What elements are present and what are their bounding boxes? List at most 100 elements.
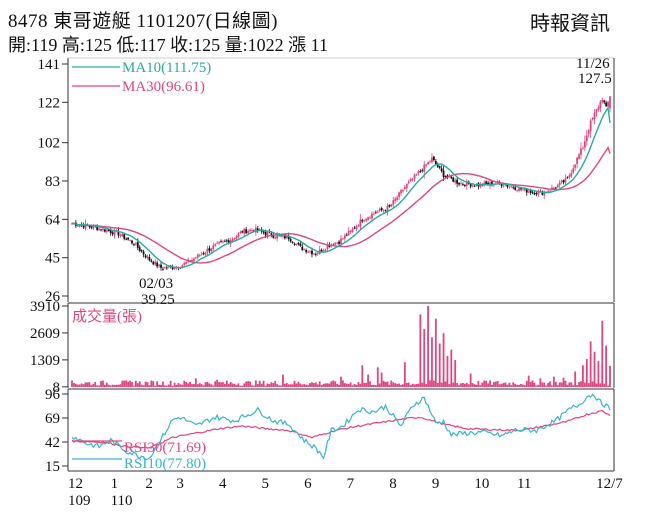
candle-body	[372, 213, 375, 215]
candle-body	[552, 187, 555, 189]
volume-bar	[314, 382, 317, 387]
volume-bar	[311, 382, 313, 387]
volume-bar	[313, 383, 315, 387]
volume-bar	[82, 384, 85, 387]
candle-body	[78, 224, 81, 227]
volume-bar	[384, 381, 387, 387]
volume-bar	[504, 382, 507, 387]
candle-body	[429, 161, 431, 163]
volume-bar	[456, 383, 459, 387]
candle-body	[136, 242, 139, 248]
rsi10-legend: RSI10(77.80)	[124, 456, 206, 472]
volume-bar	[460, 383, 462, 387]
volume-tick-label: 2609	[30, 326, 60, 342]
candle-body	[272, 235, 275, 238]
volume-bar	[440, 382, 443, 387]
volume-bar	[593, 351, 596, 387]
candle-body	[295, 244, 298, 245]
candle-body	[394, 198, 397, 201]
candle-body	[349, 230, 352, 232]
candle-body	[427, 162, 429, 165]
volume-bar	[103, 384, 106, 387]
volume-bar	[204, 382, 207, 387]
volume-bar	[543, 382, 546, 387]
volume-bar	[125, 380, 128, 387]
candle-body	[231, 238, 234, 242]
volume-bar	[376, 367, 379, 387]
volume-bar	[291, 384, 294, 387]
candle-body	[438, 166, 441, 168]
volume-bar	[165, 385, 168, 387]
volume-bar	[367, 374, 369, 387]
volume-bar	[454, 360, 457, 387]
x-tick-year: 110	[111, 493, 133, 509]
volume-bar	[73, 382, 75, 387]
candle-body	[576, 157, 579, 165]
volume-bar	[371, 385, 373, 387]
volume-bar	[438, 343, 441, 387]
candle-body	[607, 101, 609, 107]
candle-body	[510, 186, 513, 188]
candle-body	[378, 209, 381, 211]
volume-bar	[220, 382, 222, 387]
volume-bar	[465, 382, 468, 387]
volume-bar	[531, 380, 534, 387]
volume-bar	[601, 320, 604, 387]
candle-body	[469, 184, 472, 187]
volume-bar	[508, 382, 511, 387]
volume-bar	[353, 383, 356, 387]
volume-bar	[355, 384, 358, 387]
volume-bar	[223, 383, 226, 387]
candle-body	[556, 185, 559, 188]
candle-body	[123, 234, 126, 239]
volume-bar	[431, 337, 433, 387]
price-tick-label: 45	[45, 251, 60, 267]
volume-bar	[102, 380, 104, 387]
volume-bar	[183, 380, 186, 387]
candle-body	[96, 226, 99, 230]
candle-body	[454, 180, 457, 183]
volume-bar	[214, 381, 217, 387]
volume-bar	[398, 383, 400, 387]
rsi-tick-label: 42	[45, 435, 60, 451]
candle-body	[558, 182, 561, 186]
volume-bar	[347, 383, 350, 387]
volume-bar	[496, 381, 499, 387]
volume-bar	[276, 384, 279, 387]
volume-bar	[117, 384, 120, 387]
candle-body	[314, 254, 317, 255]
volume-bar	[316, 384, 319, 387]
candle-body	[531, 192, 534, 194]
candle-body	[374, 212, 377, 214]
volume-bar	[251, 385, 253, 387]
candle-body	[103, 229, 106, 232]
candle-body	[456, 179, 459, 184]
candle-body	[291, 241, 294, 243]
price-tick-label: 102	[38, 136, 61, 152]
volume-bar	[142, 385, 145, 387]
volume-bar	[483, 380, 486, 387]
candle-body	[402, 189, 404, 192]
volume-bar	[409, 385, 412, 387]
candle-body	[167, 266, 170, 268]
candle-body	[568, 175, 571, 178]
ma30-legend: MA30(96.61)	[122, 79, 205, 95]
candle-body	[562, 180, 565, 183]
candle-body	[245, 229, 248, 234]
candle-body	[256, 228, 259, 231]
candle-body	[345, 234, 348, 236]
price-tick-label: 141	[38, 57, 61, 73]
volume-bar	[98, 385, 100, 387]
volume-bar	[227, 383, 230, 387]
volume-bar	[382, 380, 385, 387]
volume-bar	[475, 384, 478, 387]
volume-bar	[309, 383, 311, 387]
volume-bar	[378, 383, 381, 387]
volume-bar	[607, 385, 609, 387]
volume-bar	[552, 376, 555, 387]
volume-bar	[390, 380, 393, 387]
volume-bar	[231, 383, 234, 387]
candle-body	[194, 257, 197, 259]
candle-body	[580, 148, 582, 155]
volume-bar	[506, 384, 509, 387]
